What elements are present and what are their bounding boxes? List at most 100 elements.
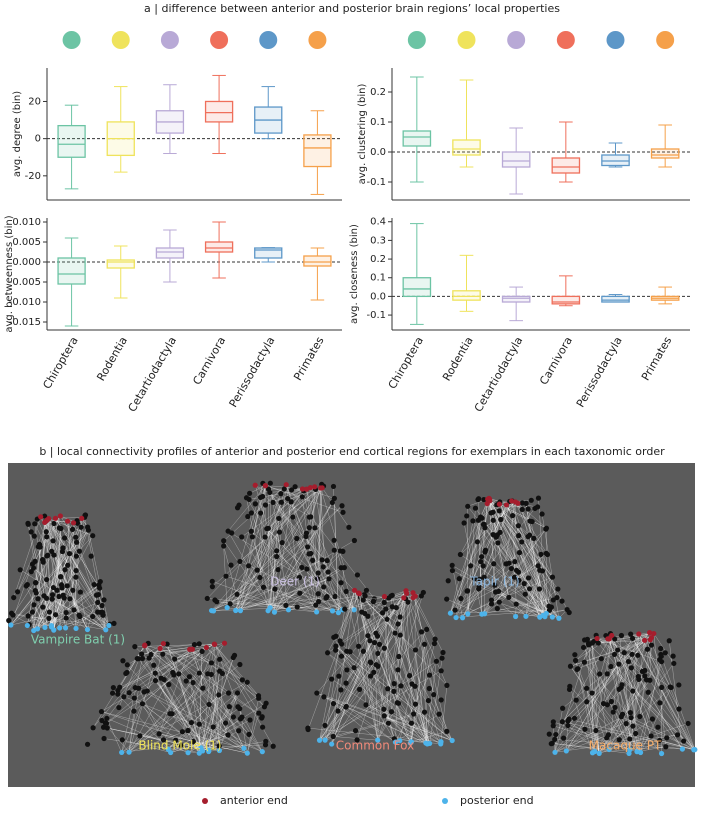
network-node <box>267 490 272 495</box>
network-node <box>153 671 158 676</box>
network-node <box>605 671 610 676</box>
network-node <box>572 652 577 657</box>
box <box>453 291 480 300</box>
network-node <box>437 712 442 717</box>
network-node <box>615 647 620 652</box>
network-node <box>240 677 245 682</box>
network-node <box>44 534 49 539</box>
network-node <box>551 719 556 724</box>
network-node <box>458 552 463 557</box>
network-node <box>246 497 251 502</box>
animal-icon <box>458 31 476 49</box>
y-tick-label: 0.000 <box>12 257 41 268</box>
network-node <box>381 707 386 712</box>
network-node <box>537 586 542 591</box>
network-node <box>323 595 328 600</box>
network-node <box>539 511 544 516</box>
network-node <box>523 614 528 619</box>
network-node <box>321 564 326 569</box>
y-tick-label: 0.2 <box>370 254 386 265</box>
network-node <box>676 682 681 687</box>
box <box>602 296 629 302</box>
network-node <box>513 614 518 619</box>
network-node <box>692 747 697 752</box>
y-tick-label: 0.010 <box>12 217 41 228</box>
network-node <box>304 487 309 492</box>
exemplar-label: Deer (1) <box>270 575 320 589</box>
network-node <box>176 671 181 676</box>
network-node <box>151 663 156 668</box>
network-node <box>361 649 366 654</box>
animal-icon <box>112 31 130 49</box>
network-node <box>525 506 530 511</box>
network-node <box>310 558 315 563</box>
network-node <box>398 632 403 637</box>
network-node <box>136 686 141 691</box>
network-node <box>386 721 391 726</box>
network-node <box>523 592 528 597</box>
network-node <box>450 568 455 573</box>
box <box>206 101 233 121</box>
network-node <box>135 656 140 661</box>
network-node <box>288 499 293 504</box>
network-node <box>567 684 572 689</box>
network-node <box>446 578 451 583</box>
network-node <box>535 504 540 509</box>
network-node <box>255 568 260 573</box>
network-node <box>339 503 344 508</box>
network-node <box>605 702 610 707</box>
network-node <box>153 678 158 683</box>
exemplar-label: Tapir (1) <box>469 575 519 589</box>
network-node <box>158 675 163 680</box>
network-node <box>33 588 38 593</box>
network-node <box>658 646 663 651</box>
panel-b-title: b | local connectivity profiles of anter… <box>39 445 665 458</box>
network-node <box>263 739 268 744</box>
animal-icon <box>656 31 674 49</box>
network-node <box>170 670 175 675</box>
network-node <box>357 687 362 692</box>
network-node <box>63 625 68 630</box>
network-node <box>228 563 233 568</box>
network-node <box>35 596 40 601</box>
network-node <box>553 732 558 737</box>
network-node <box>572 716 577 721</box>
network-node <box>529 498 534 503</box>
network-node <box>74 540 79 545</box>
network-node <box>226 690 231 695</box>
network-node <box>516 533 521 538</box>
box <box>304 135 331 167</box>
network-node <box>628 710 633 715</box>
network-node <box>67 551 72 556</box>
network-node <box>594 636 599 641</box>
network-node <box>413 647 418 652</box>
network-node <box>497 502 502 507</box>
network-node <box>395 667 400 672</box>
network-node <box>336 610 341 615</box>
network-node <box>32 521 37 526</box>
network-node <box>549 741 554 746</box>
network-node <box>71 520 76 525</box>
network-node <box>619 714 624 719</box>
x-tick-label: Rodentia <box>94 335 130 384</box>
network-node <box>323 738 328 743</box>
network-node <box>489 601 494 606</box>
network-node <box>200 686 205 691</box>
network-node <box>120 658 125 663</box>
network-node <box>325 650 330 655</box>
network-node <box>229 530 234 535</box>
network-node <box>316 599 321 604</box>
y-tick-label: 0.1 <box>370 273 386 284</box>
network-node <box>131 709 136 714</box>
network-node <box>79 516 84 521</box>
network-node <box>465 611 470 616</box>
y-tick-label: 0.3 <box>370 235 386 246</box>
network-node <box>537 568 542 573</box>
network-node <box>527 586 532 591</box>
network-node <box>434 659 439 664</box>
network-node <box>64 610 69 615</box>
network-node <box>99 718 104 723</box>
network-node <box>74 554 79 559</box>
network-node <box>266 526 271 531</box>
network-node <box>514 602 519 607</box>
